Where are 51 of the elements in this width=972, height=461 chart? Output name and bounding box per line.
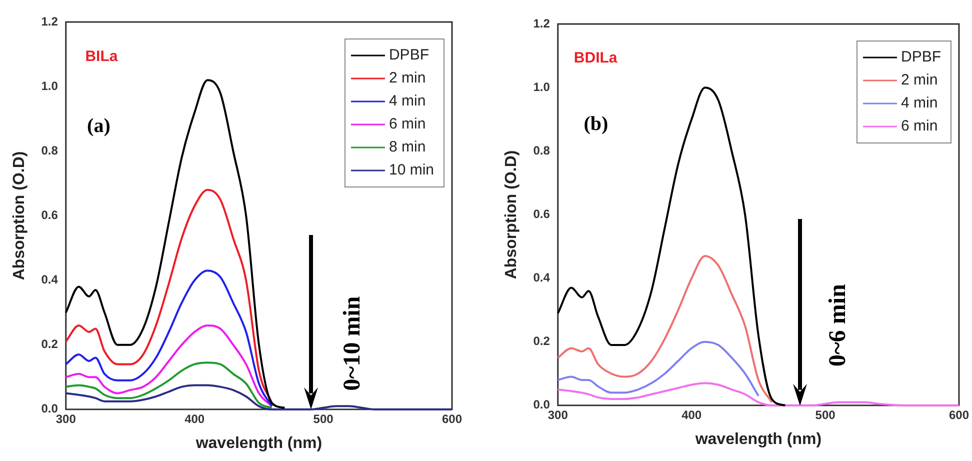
line-series: [556, 340, 760, 397]
y-tick-label: 0.2: [41, 337, 58, 352]
y-tick-label: 0.8: [41, 143, 58, 158]
x-tick-label: 600: [948, 408, 970, 422]
legend-label: 2 min: [388, 70, 426, 87]
x-axis-title: wavelength (nm): [694, 430, 822, 448]
x-tick-label: 500: [313, 412, 334, 426]
y-tick-label: 0.2: [533, 334, 550, 348]
x-tick-label: 300: [548, 408, 568, 422]
y-tick-label: 0.4: [41, 272, 58, 287]
y-tick-label: 0.4: [533, 270, 550, 285]
x-tick-label: 400: [682, 408, 702, 422]
y-tick-label: 0.8: [533, 143, 550, 158]
legend-label: 6 min: [388, 116, 426, 133]
legend-label: 4 min: [900, 94, 938, 112]
line-series: [64, 324, 273, 408]
y-axis-title: Absorption (O.D): [11, 151, 28, 280]
y-tick-label: 0.6: [533, 207, 550, 222]
y-tick-label: 1.2: [41, 14, 58, 28]
line-series: [556, 86, 786, 406]
annotation: 0~6 min: [824, 284, 851, 367]
legend-label: 6 min: [900, 118, 938, 135]
legend-label: DPBF: [900, 48, 941, 66]
line-series: [64, 270, 273, 408]
y-tick-label: 1.0: [533, 80, 550, 94]
legend-label: 10 min: [388, 162, 434, 179]
line-series: [556, 255, 773, 404]
x-tick-label: 300: [56, 412, 76, 426]
legend-label: DPBF: [388, 46, 429, 64]
y-axis-title: Absorption (O.D): [503, 150, 520, 280]
annotation: BILa: [85, 48, 118, 66]
annotation: (b): [584, 113, 608, 136]
x-tick-label: 400: [184, 412, 205, 426]
y-tick-label: 0.0: [41, 402, 58, 416]
legend-label: 4 min: [388, 92, 426, 110]
y-tick-label: 0.0: [533, 398, 550, 412]
line-series: [64, 188, 273, 404]
line-series: [64, 362, 273, 409]
legend-label: 8 min: [388, 138, 426, 156]
legend-label: 2 min: [900, 72, 938, 89]
y-tick-label: 1.0: [41, 78, 58, 93]
annotation: BDILa: [574, 49, 618, 66]
x-axis-title: wavelength (nm): [194, 434, 322, 452]
y-tick-label: 0.6: [41, 208, 58, 222]
x-tick-label: 500: [815, 408, 836, 422]
annotation: (a): [87, 114, 110, 137]
x-tick-label: 600: [442, 412, 462, 426]
annotation: 0~10 min: [340, 296, 366, 391]
y-tick-label: 1.2: [533, 16, 550, 30]
line-series: [64, 79, 286, 409]
line-series: [556, 382, 960, 406]
